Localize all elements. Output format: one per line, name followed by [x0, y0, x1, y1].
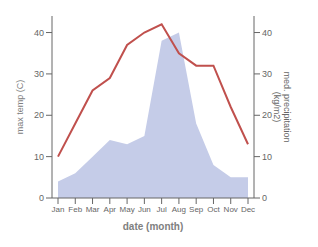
- svg-text:Jan: Jan: [52, 205, 65, 214]
- svg-text:10: 10: [34, 152, 44, 162]
- svg-text:Jul: Jul: [157, 205, 167, 214]
- svg-text:10: 10: [262, 152, 272, 162]
- svg-text:20: 20: [262, 110, 272, 120]
- svg-text:20: 20: [34, 110, 44, 120]
- svg-text:Apr: Apr: [104, 205, 117, 214]
- svg-text:Oct: Oct: [207, 205, 220, 214]
- svg-text:med. precipitation(kg/m2): med. precipitation(kg/m2): [272, 71, 292, 142]
- svg-text:Sep: Sep: [189, 205, 204, 214]
- svg-text:date (month): date (month): [123, 221, 184, 232]
- svg-text:40: 40: [262, 28, 272, 38]
- svg-text:30: 30: [262, 69, 272, 79]
- svg-text:40: 40: [34, 28, 44, 38]
- svg-text:0: 0: [262, 193, 267, 203]
- svg-text:Mar: Mar: [86, 205, 100, 214]
- svg-text:0: 0: [39, 193, 44, 203]
- svg-text:Aug: Aug: [172, 205, 186, 214]
- svg-text:30: 30: [34, 69, 44, 79]
- svg-text:max temp (C): max temp (C): [15, 80, 25, 135]
- svg-text:Nov: Nov: [224, 205, 238, 214]
- svg-text:Feb: Feb: [68, 205, 82, 214]
- svg-text:May: May: [120, 205, 135, 214]
- svg-text:Dec: Dec: [241, 205, 255, 214]
- svg-text:Jun: Jun: [138, 205, 151, 214]
